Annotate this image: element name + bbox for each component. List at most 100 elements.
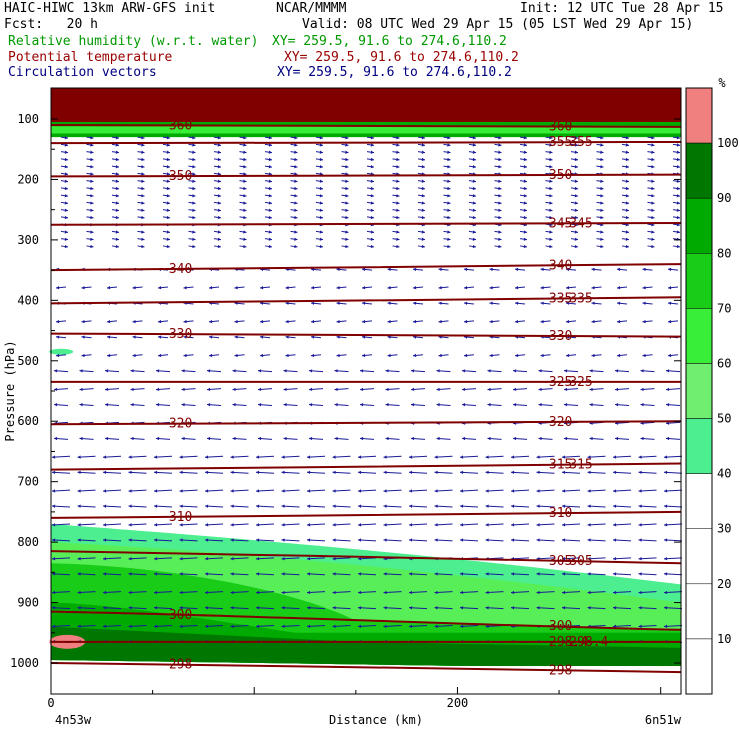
wind-vector: [157, 319, 169, 324]
wind-vector: [86, 194, 94, 198]
wind-vector: [315, 194, 324, 198]
field-vectors-xy: XY= 259.5, 91.6 to 274.6,110.2: [277, 65, 512, 80]
wind-vector: [561, 455, 581, 459]
wind-vector: [128, 556, 147, 561]
wind-vector: [102, 590, 122, 595]
wind-vector: [589, 403, 604, 407]
wind-vector: [672, 201, 681, 205]
wind-vector: [366, 186, 375, 191]
wind-vector: [264, 208, 273, 212]
wind-vector: [392, 165, 400, 169]
wind-vector: [315, 143, 324, 147]
wind-vector: [306, 455, 326, 459]
wind-vector: [672, 150, 681, 154]
wind-vector: [514, 319, 526, 324]
theta-label: 335: [569, 291, 592, 306]
wind-vector: [230, 590, 249, 595]
wind-vector: [230, 455, 249, 459]
wind-vector: [485, 606, 504, 610]
wind-vector: [255, 556, 275, 561]
wind-vector: [570, 208, 579, 212]
y-tick-label: 200: [17, 172, 39, 186]
wind-vector: [570, 179, 579, 183]
wind-vector: [264, 237, 273, 241]
wind-vector: [640, 403, 655, 407]
wind-vector: [417, 208, 426, 212]
wind-vector: [545, 136, 553, 140]
wind-vector: [130, 369, 145, 373]
x-tick-label: 0: [47, 696, 54, 710]
wind-vector: [55, 319, 67, 324]
wind-vector: [341, 150, 349, 154]
wind-vector: [519, 143, 528, 147]
wind-vector: [392, 136, 400, 140]
wind-vector: [357, 489, 377, 493]
wind-vector: [239, 136, 247, 140]
wind-vector: [383, 590, 402, 595]
wind-vector: [281, 572, 300, 576]
wind-vector: [213, 230, 222, 234]
wind-vector: [104, 436, 120, 441]
wind-vector: [438, 267, 449, 272]
wind-vector: [290, 215, 298, 220]
wind-vector: [111, 143, 120, 147]
theta-label: 360: [549, 119, 572, 134]
wind-vector: [290, 165, 298, 169]
wind-vector: [612, 523, 632, 527]
wind-vector: [306, 504, 326, 508]
wind-vector: [366, 208, 375, 212]
wind-vector: [239, 201, 247, 205]
wind-vector: [647, 201, 655, 205]
colorbar-frame: [685, 87, 713, 695]
wind-vector: [257, 403, 273, 407]
wind-vector: [570, 237, 579, 241]
wind-vector: [283, 403, 298, 407]
wind-vector: [408, 489, 428, 493]
wind-vector: [638, 489, 657, 493]
wind-vector: [155, 403, 171, 407]
theta-label: 315: [569, 458, 592, 473]
wind-vector: [315, 208, 324, 212]
wind-vector: [137, 165, 145, 169]
wind-vector: [434, 624, 453, 629]
wind-vector: [565, 286, 577, 290]
wind-vector: [540, 267, 551, 272]
wind-vector: [204, 470, 224, 475]
wind-vector: [281, 470, 300, 475]
wind-vector: [60, 165, 69, 169]
x-end-left: 4n53w: [55, 713, 92, 727]
wind-vector: [86, 165, 94, 169]
wind-vector: [417, 244, 426, 249]
wind-vector: [310, 319, 322, 324]
wind-vector: [60, 194, 69, 198]
colorbar-segment: [685, 363, 713, 419]
wind-vector: [616, 301, 628, 305]
wind-vector: [306, 590, 326, 595]
wind-vector: [417, 157, 426, 162]
wind-vector: [111, 215, 120, 220]
wind-vector: [538, 436, 553, 441]
wind-vector: [232, 403, 247, 407]
wind-vector: [315, 150, 324, 154]
wind-vector: [640, 369, 655, 373]
wind-vector: [306, 606, 326, 610]
wind-vector: [596, 201, 604, 205]
wind-vector: [213, 237, 222, 241]
wind-vector: [153, 455, 173, 459]
theta-label: 340: [549, 258, 572, 273]
colorbar: % 10 20 30 40 50 60 70 80 90 100: [685, 76, 739, 695]
wind-vector: [538, 387, 553, 392]
wind-vector: [366, 244, 375, 249]
wind-vector: [281, 556, 300, 561]
wind-vector: [281, 606, 300, 610]
wind-vector: [157, 353, 169, 358]
wind-vector: [519, 237, 528, 241]
wind-vector: [334, 387, 349, 392]
colorbar-unit: %: [718, 76, 726, 90]
wind-vector: [663, 590, 683, 595]
wind-vector: [443, 201, 451, 205]
wind-vector: [55, 335, 67, 339]
wind-vector: [438, 319, 449, 324]
